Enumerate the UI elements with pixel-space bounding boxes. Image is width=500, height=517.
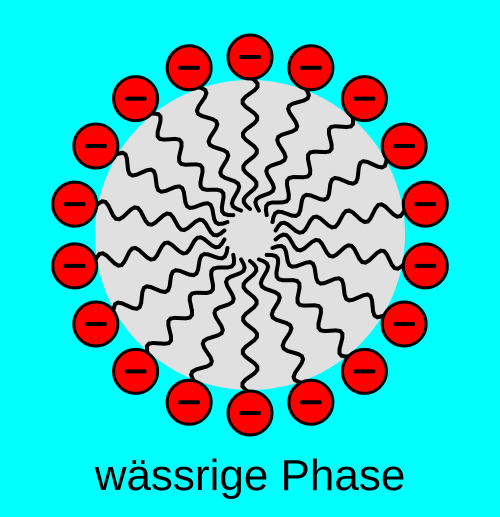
surfactant-head	[167, 46, 211, 90]
surfactant-head	[53, 244, 97, 288]
surfactant-head	[403, 182, 447, 226]
surfactant-head	[342, 349, 386, 393]
surfactant-head	[167, 380, 211, 424]
surfactant-head	[114, 77, 158, 121]
surfactant-head	[289, 46, 333, 90]
phase-label: wässrige Phase	[94, 451, 406, 500]
surfactant-head	[74, 124, 118, 168]
surfactant-head	[382, 302, 426, 346]
surfactant-head	[74, 302, 118, 346]
micelle-diagram: wässrige Phase	[0, 0, 500, 517]
surfactant-head	[228, 35, 272, 79]
surfactant-head	[53, 182, 97, 226]
surfactant-head	[228, 391, 272, 435]
surfactant-head	[114, 349, 158, 393]
surfactant-head	[289, 380, 333, 424]
surfactant-head	[382, 124, 426, 168]
surfactant-head	[342, 77, 386, 121]
surfactant-head	[403, 244, 447, 288]
